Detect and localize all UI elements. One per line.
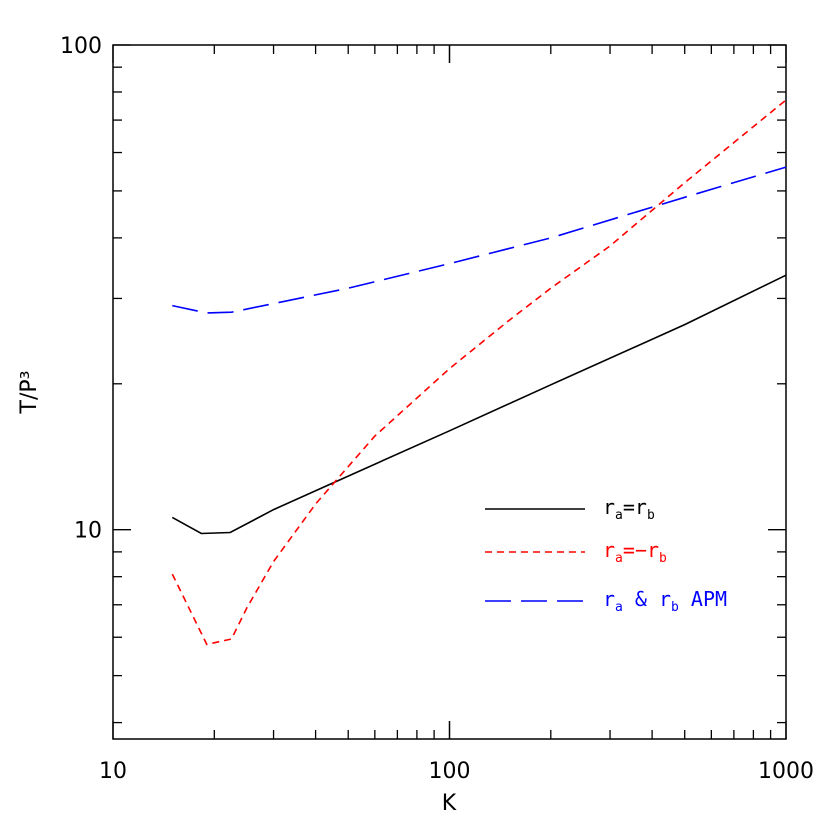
y-tick-label: 100 bbox=[60, 34, 102, 59]
axis-ticks bbox=[112, 44, 787, 739]
y-axis-label: T/P³ bbox=[17, 371, 42, 415]
tick-labels: 10 100 1000 10 100 bbox=[60, 34, 814, 784]
plot-frame bbox=[112, 44, 787, 740]
series-line-2 bbox=[171, 99, 787, 646]
legend: ra=rb ra=−rb ra & rb APM bbox=[485, 495, 727, 615]
x-axis-label: K bbox=[442, 791, 457, 816]
legend-label-3: ra & rb APM bbox=[603, 587, 727, 615]
y-tick-label: 10 bbox=[74, 519, 102, 544]
x-tick-label: 10 bbox=[99, 759, 127, 784]
series-layer bbox=[171, 99, 787, 646]
legend-label-2: ra=−rb bbox=[603, 538, 667, 566]
series-line-3 bbox=[172, 166, 787, 314]
x-tick-label: 1000 bbox=[758, 759, 814, 784]
legend-label-1: ra=rb bbox=[603, 495, 655, 523]
x-tick-label: 100 bbox=[429, 759, 471, 784]
series-line-1 bbox=[171, 274, 787, 535]
